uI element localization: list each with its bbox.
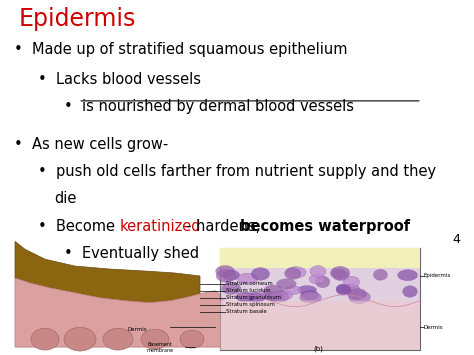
Text: Epidermis: Epidermis xyxy=(19,7,137,32)
Ellipse shape xyxy=(344,276,360,288)
Ellipse shape xyxy=(330,266,350,280)
Ellipse shape xyxy=(264,293,283,301)
Ellipse shape xyxy=(248,292,265,302)
Text: keratinized: keratinized xyxy=(119,219,201,234)
Ellipse shape xyxy=(222,270,240,280)
FancyBboxPatch shape xyxy=(220,248,420,268)
Ellipse shape xyxy=(31,328,59,350)
Text: die: die xyxy=(55,191,77,206)
Ellipse shape xyxy=(336,284,351,294)
Text: Basement
membrane: Basement membrane xyxy=(146,342,173,353)
Ellipse shape xyxy=(273,290,292,300)
Text: Stratum corneum: Stratum corneum xyxy=(226,282,273,286)
Text: becomes waterproof: becomes waterproof xyxy=(240,219,410,234)
Ellipse shape xyxy=(237,273,258,284)
Ellipse shape xyxy=(402,286,418,297)
Ellipse shape xyxy=(216,270,236,282)
Ellipse shape xyxy=(283,286,302,295)
Text: - hardens,: - hardens, xyxy=(186,219,265,234)
Ellipse shape xyxy=(374,269,387,280)
Ellipse shape xyxy=(236,292,255,302)
Text: •  Become: • Become xyxy=(38,219,119,234)
Ellipse shape xyxy=(277,279,296,289)
Text: Stratum spinosum: Stratum spinosum xyxy=(226,302,275,307)
Ellipse shape xyxy=(348,289,366,300)
Ellipse shape xyxy=(310,266,326,277)
Ellipse shape xyxy=(342,284,360,295)
Ellipse shape xyxy=(333,271,348,280)
Ellipse shape xyxy=(180,330,204,348)
Text: Dermis: Dermis xyxy=(128,327,147,332)
Text: •  push old cells farther from nutrient supply and they: • push old cells farther from nutrient s… xyxy=(38,164,436,179)
Text: Stratum granulosum: Stratum granulosum xyxy=(226,295,281,300)
Ellipse shape xyxy=(309,274,325,284)
Ellipse shape xyxy=(141,329,169,349)
Ellipse shape xyxy=(349,291,370,304)
Text: 4: 4 xyxy=(452,233,460,246)
Text: •  is nourished by dermal blood vessels: • is nourished by dermal blood vessels xyxy=(64,99,354,114)
Ellipse shape xyxy=(301,290,319,300)
Polygon shape xyxy=(15,278,225,347)
Ellipse shape xyxy=(260,291,277,300)
Ellipse shape xyxy=(264,285,283,297)
Text: •  Eventually shed: • Eventually shed xyxy=(64,246,199,261)
Ellipse shape xyxy=(284,268,301,279)
Ellipse shape xyxy=(251,268,270,280)
Ellipse shape xyxy=(222,283,241,294)
Ellipse shape xyxy=(216,266,235,277)
Text: (b): (b) xyxy=(313,345,323,352)
Text: Epidermis: Epidermis xyxy=(424,273,451,278)
Ellipse shape xyxy=(316,276,330,288)
Text: •  Made up of stratified squamous epithelium: • Made up of stratified squamous epithel… xyxy=(14,42,348,57)
Ellipse shape xyxy=(270,291,289,302)
Ellipse shape xyxy=(331,269,346,278)
FancyBboxPatch shape xyxy=(220,301,420,350)
Text: Stratum lucidum: Stratum lucidum xyxy=(226,288,271,293)
Text: Stratum basale: Stratum basale xyxy=(226,309,267,314)
Ellipse shape xyxy=(103,328,133,350)
Ellipse shape xyxy=(300,292,321,303)
Ellipse shape xyxy=(398,270,418,281)
Polygon shape xyxy=(15,241,200,303)
Ellipse shape xyxy=(298,285,317,294)
Text: Dermis: Dermis xyxy=(424,325,444,330)
Ellipse shape xyxy=(64,327,96,351)
Ellipse shape xyxy=(286,267,306,278)
Ellipse shape xyxy=(336,284,351,295)
Text: •  Lacks blood vessels: • Lacks blood vessels xyxy=(38,72,201,87)
FancyBboxPatch shape xyxy=(220,248,420,350)
Text: •  As new cells grow-: • As new cells grow- xyxy=(14,137,168,152)
